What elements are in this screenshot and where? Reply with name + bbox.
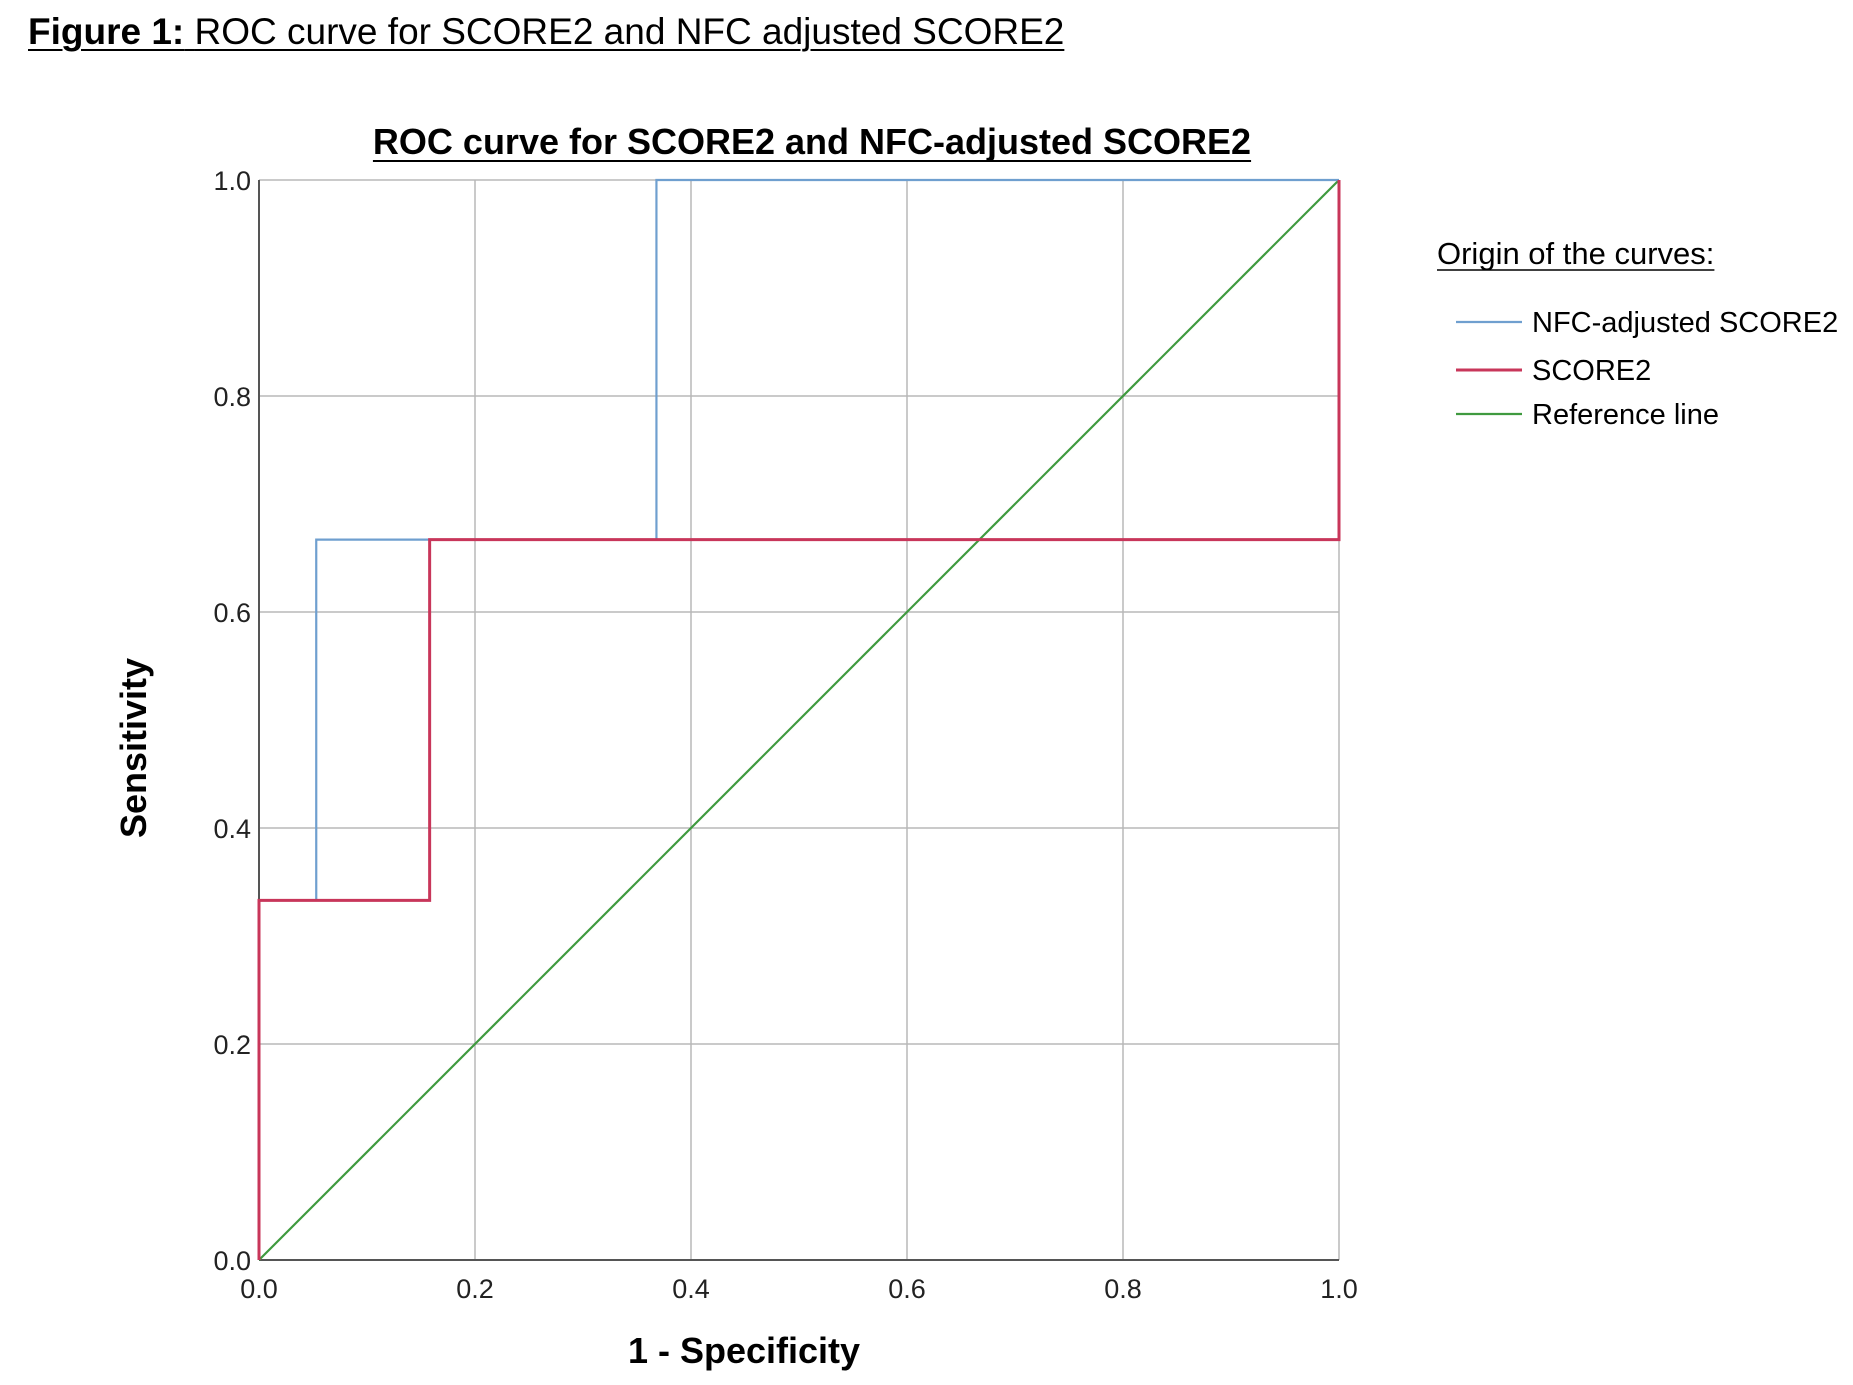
figure-caption-label: Figure 1: bbox=[28, 11, 185, 52]
legend-label-score2: SCORE2 bbox=[1532, 355, 1651, 387]
series-line-reference-line bbox=[258, 179, 1340, 1261]
y-tick-label: 0.8 bbox=[213, 382, 251, 412]
legend-label-nfc-adjusted-score2: NFC-adjusted SCORE2 bbox=[1532, 307, 1838, 339]
legend: Origin of the curves: NFC-adjusted SCORE… bbox=[1437, 236, 1838, 431]
y-tick-label: 0.4 bbox=[213, 814, 251, 844]
y-tick-label: 0.6 bbox=[213, 598, 251, 628]
y-axis-ticks: 0.0 0.2 0.4 0.6 0.8 1.0 bbox=[213, 166, 251, 1276]
series-line-score2 bbox=[257, 180, 1341, 1260]
figure-caption-text: ROC curve for SCORE2 and NFC adjusted SC… bbox=[194, 11, 1065, 52]
x-tick-label: 0.0 bbox=[240, 1274, 278, 1304]
x-tick-label: 0.4 bbox=[672, 1274, 710, 1304]
legend-items: NFC-adjusted SCORE2 SCORE2 Reference line bbox=[1456, 307, 1838, 431]
x-tick-label: 1.0 bbox=[1320, 1274, 1358, 1304]
x-tick-label: 0.2 bbox=[456, 1274, 494, 1304]
x-axis-label: 1 - Specificity bbox=[628, 1330, 860, 1371]
y-tick-label: 0.2 bbox=[213, 1030, 251, 1060]
x-axis-ticks: 0.0 0.2 0.4 0.6 0.8 1.0 bbox=[240, 1274, 1358, 1304]
x-tick-label: 0.8 bbox=[1104, 1274, 1142, 1304]
figure-caption: Figure 1: ROC curve for SCORE2 and NFC a… bbox=[28, 8, 1064, 56]
y-axis-label: Sensitivity bbox=[113, 658, 154, 838]
y-tick-label: 1.0 bbox=[213, 166, 251, 196]
legend-label-reference-line: Reference line bbox=[1532, 399, 1719, 431]
chart-series bbox=[257, 178, 1341, 1261]
legend-title: Origin of the curves: bbox=[1437, 236, 1714, 271]
x-tick-label: 0.6 bbox=[888, 1274, 926, 1304]
chart-title: ROC curve for SCORE2 and NFC-adjusted SC… bbox=[373, 121, 1251, 162]
y-tick-label: 0.0 bbox=[213, 1246, 251, 1276]
